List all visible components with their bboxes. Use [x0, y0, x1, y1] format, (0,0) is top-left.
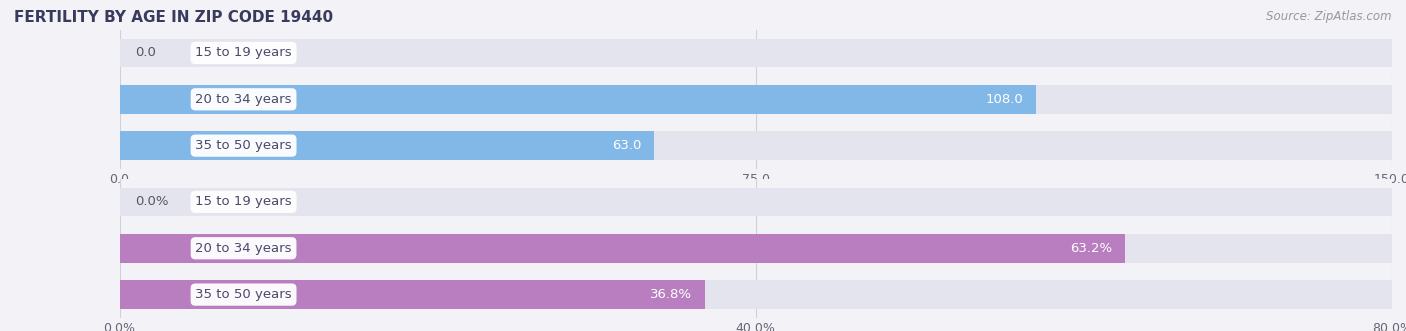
- Text: 63.0: 63.0: [612, 139, 641, 152]
- Bar: [120, 234, 1125, 262]
- Bar: [120, 39, 1392, 67]
- Text: 20 to 34 years: 20 to 34 years: [195, 242, 292, 255]
- Bar: [120, 280, 1392, 309]
- Text: 0.0: 0.0: [135, 46, 156, 60]
- Bar: [120, 131, 654, 160]
- Bar: [120, 234, 1392, 262]
- Text: 108.0: 108.0: [986, 93, 1024, 106]
- Bar: [120, 85, 1036, 114]
- Text: 35 to 50 years: 35 to 50 years: [195, 139, 292, 152]
- Text: FERTILITY BY AGE IN ZIP CODE 19440: FERTILITY BY AGE IN ZIP CODE 19440: [14, 10, 333, 25]
- Bar: [120, 85, 1392, 114]
- Text: 20 to 34 years: 20 to 34 years: [195, 93, 292, 106]
- Bar: [120, 188, 1392, 216]
- Bar: [120, 131, 1392, 160]
- Text: 36.8%: 36.8%: [650, 288, 692, 301]
- Text: 63.2%: 63.2%: [1070, 242, 1112, 255]
- Text: 0.0%: 0.0%: [135, 195, 169, 209]
- Bar: [120, 280, 704, 309]
- Text: 15 to 19 years: 15 to 19 years: [195, 195, 292, 209]
- Text: 15 to 19 years: 15 to 19 years: [195, 46, 292, 60]
- Text: Source: ZipAtlas.com: Source: ZipAtlas.com: [1267, 10, 1392, 23]
- Text: 35 to 50 years: 35 to 50 years: [195, 288, 292, 301]
